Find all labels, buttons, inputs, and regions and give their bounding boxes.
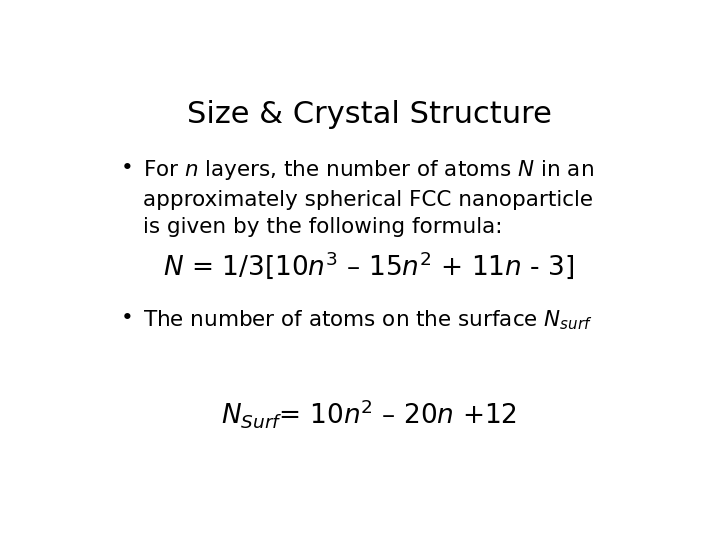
Text: For $\mathit{n}$ layers, the number of atoms $\mathit{N}$ in an
approximately sp: For $\mathit{n}$ layers, the number of a… <box>143 158 594 237</box>
Text: •: • <box>121 308 133 328</box>
Text: $\mathit{N}_{\mathit{Surf}}$= 10$\mathit{n}^2$ – 20$\mathit{n}$ +12: $\mathit{N}_{\mathit{Surf}}$= 10$\mathit… <box>221 397 517 430</box>
Text: The number of atoms on the surface $\mathit{N}_{\mathit{surf}}$: The number of atoms on the surface $\mat… <box>143 308 593 332</box>
Text: •: • <box>121 158 133 178</box>
Text: $\mathit{N}$ = 1/3[10$\mathit{n}^3$ – 15$\mathit{n}^2$ + 11$\mathit{n}$ - 3]: $\mathit{N}$ = 1/3[10$\mathit{n}^3$ – 15… <box>163 250 575 281</box>
Text: Size & Crystal Structure: Size & Crystal Structure <box>186 100 552 129</box>
